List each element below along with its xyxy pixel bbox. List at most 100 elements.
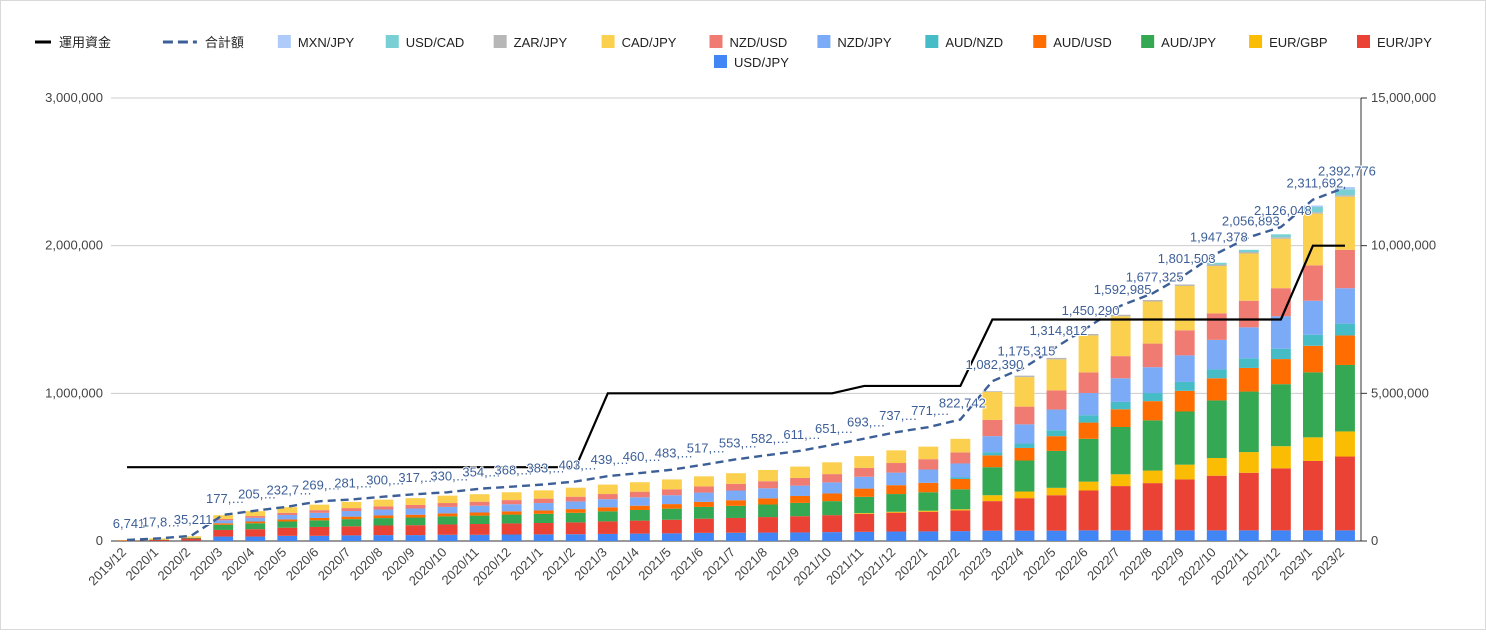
bar-segment bbox=[277, 513, 297, 515]
bar-segment bbox=[1079, 439, 1099, 482]
bar-segment bbox=[502, 500, 522, 504]
bar-segment bbox=[1335, 530, 1355, 541]
bar-segment bbox=[1015, 492, 1035, 499]
bar-segment bbox=[1111, 409, 1131, 427]
bar-segment bbox=[1271, 530, 1291, 541]
bar-segment bbox=[309, 527, 329, 536]
bar-segment bbox=[1271, 237, 1291, 238]
x-tick-label: 2022/1 bbox=[892, 545, 931, 584]
bar-segment bbox=[245, 537, 265, 541]
bar-segment bbox=[822, 493, 842, 501]
bar-segment bbox=[950, 478, 970, 479]
bar-segment bbox=[277, 519, 297, 521]
total-data-label: 6,741 bbox=[113, 516, 146, 531]
legend-label: NZD/JPY bbox=[837, 35, 892, 50]
bar-segment bbox=[630, 510, 650, 521]
bar-segment bbox=[438, 524, 458, 534]
legend-label: EUR/JPY bbox=[1377, 35, 1432, 50]
bar-segment bbox=[502, 504, 522, 511]
bar-segment bbox=[982, 531, 1002, 541]
bar-segment bbox=[1303, 335, 1323, 346]
x-tick-label: 2022/8 bbox=[1116, 545, 1155, 584]
bar-segment bbox=[982, 467, 1002, 495]
total-data-label: 1,314,812 bbox=[1030, 323, 1088, 338]
bar-segment bbox=[309, 513, 329, 518]
bar-segment bbox=[694, 502, 714, 507]
bar-segment bbox=[245, 518, 265, 522]
x-tick-label: 2022/2 bbox=[924, 545, 963, 584]
bar-segment bbox=[1175, 382, 1195, 391]
bar-segment bbox=[245, 522, 265, 524]
bar-segment bbox=[1143, 420, 1163, 470]
bar-segment bbox=[1303, 437, 1323, 461]
bar-segment bbox=[790, 503, 810, 516]
bar-segment bbox=[341, 511, 361, 517]
bar-segment bbox=[470, 506, 490, 513]
x-tick-label: 2020/6 bbox=[283, 545, 322, 584]
bar-segment bbox=[1143, 471, 1163, 484]
bar-segment bbox=[1239, 358, 1259, 368]
bar-segment bbox=[1239, 473, 1259, 531]
bar-segment bbox=[918, 459, 938, 469]
bar-segment bbox=[886, 513, 906, 532]
bar-segment bbox=[758, 488, 778, 498]
bar-segment bbox=[854, 477, 874, 489]
bar-segment bbox=[630, 534, 650, 541]
bar-segment bbox=[374, 518, 394, 525]
bar-segment bbox=[662, 495, 682, 504]
bar-segment bbox=[662, 489, 682, 495]
x-tick-label: 2020/2 bbox=[155, 545, 194, 584]
legend-swatch-box bbox=[710, 35, 723, 48]
bar-segment bbox=[1047, 451, 1067, 488]
y-right-tick-label: 10,000,000 bbox=[1371, 238, 1436, 253]
bar-segment bbox=[566, 522, 586, 534]
bar-segment bbox=[886, 494, 906, 512]
legend-label: USD/JPY bbox=[734, 55, 789, 70]
bar-segment bbox=[1303, 265, 1323, 300]
bar-segment bbox=[982, 436, 1002, 452]
total-data-label: 2,392,776 bbox=[1318, 164, 1376, 179]
bar-segment bbox=[758, 498, 778, 504]
bar-segment bbox=[630, 506, 650, 510]
bar-segment bbox=[534, 499, 554, 503]
bar-segment bbox=[406, 518, 426, 526]
bar-segment bbox=[1239, 250, 1259, 252]
bar-segment bbox=[1143, 367, 1163, 393]
bar-segment bbox=[566, 509, 586, 513]
bar-segment bbox=[950, 452, 970, 463]
legend-swatch-box bbox=[817, 35, 830, 48]
x-tick-label: 2021/4 bbox=[603, 545, 642, 584]
legend-label: NZD/USD bbox=[730, 35, 788, 50]
bar-segment bbox=[1175, 355, 1195, 382]
bar-segment bbox=[213, 525, 233, 530]
bar-segment bbox=[1335, 288, 1355, 323]
bar-segment bbox=[1047, 390, 1067, 409]
bar-segment bbox=[213, 523, 233, 524]
bar-segment bbox=[694, 533, 714, 541]
bar-segment bbox=[438, 535, 458, 541]
bar-segment bbox=[309, 520, 329, 527]
bar-segment bbox=[630, 482, 650, 491]
bar-segment bbox=[309, 505, 329, 510]
bar-segment bbox=[1175, 285, 1195, 286]
bar-segment bbox=[726, 484, 746, 491]
bar-segment bbox=[1239, 327, 1259, 358]
bar-segment bbox=[1015, 498, 1035, 530]
bar-segment bbox=[1143, 393, 1163, 401]
bar-segment bbox=[534, 503, 554, 510]
bar-segment bbox=[566, 501, 586, 509]
bar-segment bbox=[854, 532, 874, 541]
legend-swatch-box bbox=[925, 35, 938, 48]
bar-segment bbox=[790, 486, 810, 496]
total-data-label: 1,801,503 bbox=[1158, 251, 1216, 266]
bar-segment bbox=[1239, 252, 1259, 253]
bar-segment bbox=[1207, 476, 1227, 531]
bar-segment bbox=[1303, 214, 1323, 266]
bar-segment bbox=[470, 524, 490, 535]
bar-segment bbox=[1015, 444, 1035, 448]
bar-segment bbox=[630, 521, 650, 534]
bar-segment bbox=[1047, 410, 1067, 431]
bar-segment bbox=[1335, 324, 1355, 336]
bar-segment bbox=[1015, 424, 1035, 443]
